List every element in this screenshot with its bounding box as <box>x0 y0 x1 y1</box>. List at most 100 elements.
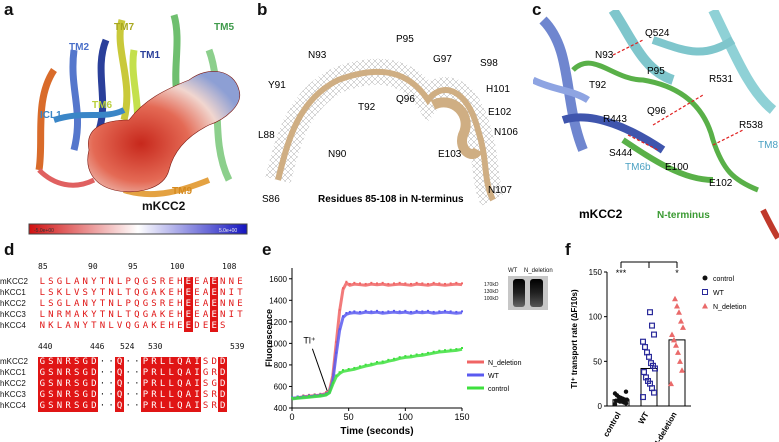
data-point <box>404 355 407 358</box>
series-line-WT <box>291 310 463 400</box>
position-number: 524 <box>120 342 135 351</box>
residue-cell: H <box>177 288 183 298</box>
residue-cell: D <box>218 379 228 390</box>
data-point <box>331 382 334 385</box>
residue-cell: T <box>237 310 243 320</box>
legend-swatch <box>702 303 708 309</box>
residue-cell: L <box>39 288 45 298</box>
residue-cell: L <box>65 277 71 287</box>
residue-cell: S <box>151 277 157 287</box>
panel-label-f: f <box>565 240 571 259</box>
residue-cell: I <box>228 288 235 298</box>
data-point <box>338 308 341 311</box>
residue-cell: E <box>159 321 166 331</box>
residue-cell: K <box>82 310 88 320</box>
residue-cell: I <box>192 379 202 390</box>
residue-cell: N <box>55 401 64 412</box>
residue-cell: A <box>151 310 157 320</box>
residue-cell: G <box>142 299 149 309</box>
alignment-row: hKCC2 G S N R S G D · · Q · · P R L L Q A I S G D <box>0 378 228 390</box>
data-point <box>370 362 373 365</box>
residue-cell: · <box>134 368 140 378</box>
data-point <box>455 281 458 284</box>
data-point <box>673 342 679 348</box>
data-point <box>668 380 674 387</box>
residue-cell: E <box>237 277 243 287</box>
alignment-row-label: mKCC2 <box>0 357 29 366</box>
data-point <box>296 396 299 399</box>
residue-cell: D <box>211 357 217 367</box>
position-number: 530 <box>148 342 163 351</box>
residue-cell: · <box>134 357 140 367</box>
data-point <box>364 309 367 312</box>
residue-cell: G <box>56 299 63 309</box>
data-point <box>650 331 657 338</box>
residue-cell: Q <box>115 357 124 368</box>
residue-cell: · <box>125 401 131 411</box>
residue-cell: T <box>91 321 97 331</box>
res-label-c: R531 <box>709 74 733 85</box>
residue-cell: T <box>99 277 106 287</box>
residue-cell: E <box>209 277 219 288</box>
legend-label: N_deletion <box>713 304 747 311</box>
series-line-control <box>291 347 463 401</box>
residue-cell: S <box>46 401 56 412</box>
residue-cell: E <box>184 310 193 321</box>
residue-cell: Q <box>175 368 185 379</box>
res-label-c: P95 <box>647 66 665 77</box>
residue-cell: L <box>166 401 176 412</box>
data-point <box>675 349 681 355</box>
residue-cell: N <box>220 310 226 320</box>
y-tick-label: 100 <box>589 313 603 322</box>
data-point <box>438 282 441 285</box>
residue-cell: R <box>159 299 166 309</box>
residue-cell: R <box>149 379 159 390</box>
residue-cell: L <box>56 321 63 331</box>
residue-cell: P <box>125 299 131 309</box>
residue-cell: T <box>99 299 106 309</box>
res-label-b: S86 <box>262 194 280 205</box>
res-label-b: N90 <box>328 149 347 160</box>
data-point <box>387 358 390 361</box>
data-point <box>359 282 361 285</box>
residue-cell: N <box>220 299 226 309</box>
data-point <box>410 354 412 357</box>
data-point <box>342 287 344 290</box>
residue-cell: A <box>73 310 80 320</box>
alignment-row: hKCC4 G S N R S G D · · Q · · P R L L Q A I S R D <box>0 400 228 412</box>
data-point <box>444 282 446 285</box>
residue-cell: Q <box>115 379 124 390</box>
residue-cell: M <box>65 310 71 320</box>
residue-cell: Y <box>91 277 97 287</box>
data-point <box>427 282 429 285</box>
residue-cell: · <box>134 401 140 411</box>
data-point <box>353 281 356 284</box>
residue-cell: S <box>220 321 226 331</box>
res-label-b: N107 <box>488 185 512 196</box>
alignment-row-label: hKCC3 <box>0 310 26 319</box>
residue-cell: A <box>202 288 209 298</box>
residue-cell: D <box>89 357 99 368</box>
data-point <box>364 282 367 285</box>
residue-cell: L <box>158 368 167 379</box>
residue-cell: T <box>237 288 243 298</box>
alignment-row: mKCC2 G S N R S G D · · Q · · P R L L Q A I S D D <box>0 356 228 368</box>
y-axis-label: Fluorescence <box>264 309 274 367</box>
res-label-b: H101 <box>486 84 510 95</box>
residue-cell: S <box>46 390 56 401</box>
data-point <box>381 310 384 313</box>
fluorescence-chart: 0 50 100 150 400 600 800 1000 1200 1400 1600 Time (… <box>264 268 522 437</box>
residue-cell: Q <box>115 390 124 401</box>
res-label-b: T92 <box>358 102 376 113</box>
data-point <box>648 322 655 329</box>
residue-cell: Q <box>115 401 124 412</box>
residue-cell: R <box>63 357 73 368</box>
alignment-row: hKCC4 N K L A N Y T N L V Q G A K E H E E D E E S <box>0 320 244 332</box>
y-tick-label: 600 <box>274 382 288 391</box>
y-tick-label: 150 <box>589 268 603 277</box>
data-point <box>370 310 373 313</box>
residue-cell: E <box>184 277 193 288</box>
data-point <box>359 365 361 368</box>
residue-cell: L <box>166 379 176 390</box>
residue-cell: D <box>218 390 228 401</box>
